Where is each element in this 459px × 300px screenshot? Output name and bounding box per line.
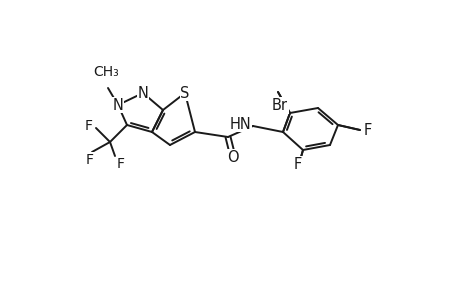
Text: HN: HN: [229, 116, 251, 131]
Text: N: N: [137, 85, 148, 100]
Text: F: F: [293, 157, 302, 172]
Text: F: F: [117, 157, 125, 171]
Text: F: F: [86, 153, 94, 167]
Text: N: N: [112, 98, 123, 112]
Text: F: F: [363, 122, 371, 137]
Text: O: O: [227, 149, 238, 164]
Text: CH₃: CH₃: [93, 65, 118, 79]
Text: S: S: [180, 85, 189, 100]
Text: Br: Br: [271, 98, 287, 113]
Text: F: F: [85, 119, 93, 133]
